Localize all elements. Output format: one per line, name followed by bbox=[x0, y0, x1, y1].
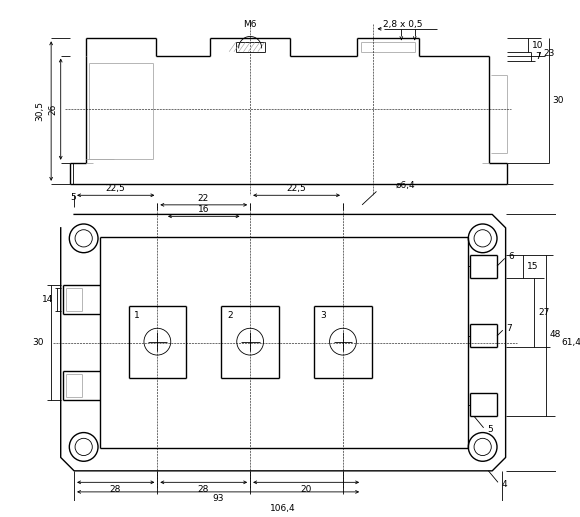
Text: 28: 28 bbox=[110, 484, 121, 494]
Text: 14: 14 bbox=[42, 295, 53, 304]
Text: 2: 2 bbox=[227, 311, 233, 321]
Text: 30: 30 bbox=[32, 338, 44, 347]
Text: 1: 1 bbox=[135, 311, 140, 321]
Text: 27: 27 bbox=[538, 308, 549, 316]
Text: 15: 15 bbox=[527, 262, 538, 270]
Text: 93: 93 bbox=[212, 494, 223, 503]
Text: 26: 26 bbox=[49, 103, 57, 115]
Text: 5: 5 bbox=[487, 425, 493, 434]
Text: 30,5: 30,5 bbox=[35, 101, 44, 121]
Text: 20: 20 bbox=[300, 484, 311, 494]
Text: 23: 23 bbox=[543, 49, 554, 58]
Text: 22,5: 22,5 bbox=[106, 184, 125, 193]
Text: 30: 30 bbox=[553, 96, 564, 105]
Text: 106,4: 106,4 bbox=[270, 504, 295, 513]
Text: 6: 6 bbox=[509, 252, 514, 261]
Text: 2,8 x 0,5: 2,8 x 0,5 bbox=[383, 21, 423, 29]
Text: 3: 3 bbox=[320, 311, 326, 321]
Text: 7: 7 bbox=[535, 52, 541, 61]
Text: 10: 10 bbox=[531, 40, 543, 50]
Text: ø6,4: ø6,4 bbox=[396, 181, 415, 190]
Text: 22: 22 bbox=[198, 194, 209, 203]
Text: 7: 7 bbox=[506, 324, 512, 333]
Text: 61,4: 61,4 bbox=[561, 338, 580, 347]
Text: 28: 28 bbox=[198, 484, 209, 494]
Text: 5: 5 bbox=[70, 193, 76, 202]
Text: 16: 16 bbox=[198, 205, 209, 214]
Text: 48: 48 bbox=[550, 330, 561, 340]
Text: 4: 4 bbox=[502, 480, 508, 489]
Text: 22,5: 22,5 bbox=[286, 184, 306, 193]
Text: M6: M6 bbox=[244, 21, 257, 29]
